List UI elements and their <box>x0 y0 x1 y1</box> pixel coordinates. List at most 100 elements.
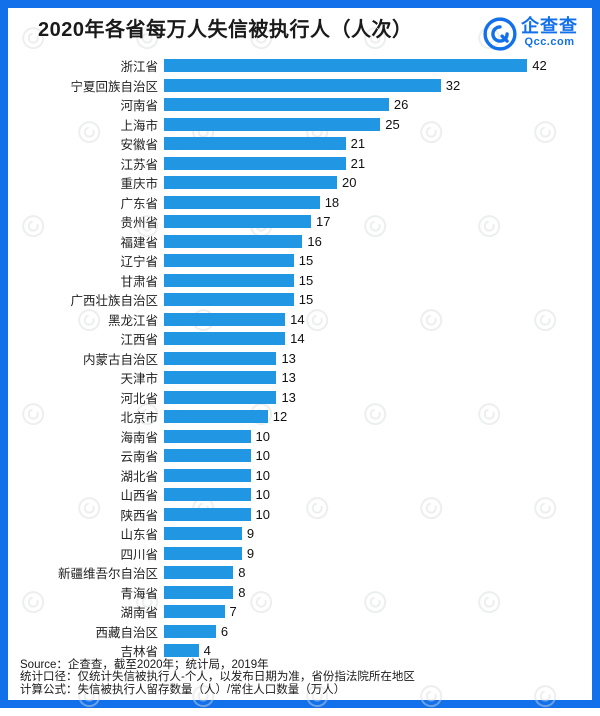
chart-row: 西藏自治区 6 <box>8 622 592 642</box>
value-label: 13 <box>281 370 296 386</box>
bar <box>164 507 251 521</box>
bar <box>164 488 251 502</box>
value-label: 10 <box>255 448 270 464</box>
bar <box>164 605 225 619</box>
value-label: 10 <box>255 487 270 503</box>
bar <box>164 293 294 307</box>
value-label: 15 <box>298 272 314 288</box>
value-label: 12 <box>272 409 288 425</box>
value-label: 25 <box>385 116 400 132</box>
chart-row: 北京市 12 <box>8 407 592 427</box>
value-label: 7 <box>229 604 237 620</box>
bar <box>164 254 294 268</box>
value-label: 14 <box>290 311 305 327</box>
category-label: 河南省 <box>120 99 158 114</box>
chart-row: 海南省 10 <box>8 427 592 447</box>
category-label: 贵州省 <box>120 216 158 231</box>
chart-row: 福建省 16 <box>8 232 592 252</box>
value-label: 9 <box>246 526 255 542</box>
value-label: 10 <box>255 428 270 444</box>
value-label: 6 <box>220 623 229 639</box>
value-label: 16 <box>307 233 322 249</box>
page-title: 2020年各省每万人失信被执行人（人次） <box>38 19 413 41</box>
category-label: 辽宁省 <box>120 255 158 270</box>
value-label: 13 <box>281 350 296 366</box>
chart-row: 山东省 9 <box>8 524 592 544</box>
bar <box>164 59 528 73</box>
bar <box>164 156 346 170</box>
value-label: 18 <box>324 194 340 210</box>
chart-row: 山西省 10 <box>8 485 592 505</box>
value-label: 10 <box>255 467 270 483</box>
category-label: 广西壮族自治区 <box>70 294 158 309</box>
chart-row: 贵州省 17 <box>8 212 592 232</box>
bar <box>164 644 199 658</box>
bar <box>164 234 303 248</box>
category-label: 广东省 <box>120 196 158 211</box>
category-label: 四川省 <box>120 547 158 562</box>
chart-row: 广西壮族自治区 15 <box>8 290 592 310</box>
chart-row: 黑龙江省 14 <box>8 310 592 330</box>
chart-row: 广东省 18 <box>8 193 592 213</box>
value-label: 17 <box>316 214 331 230</box>
bar <box>164 98 389 112</box>
bar <box>164 624 216 638</box>
category-label: 山东省 <box>120 528 158 543</box>
category-label: 吉林省 <box>120 645 158 660</box>
value-label: 9 <box>246 545 255 561</box>
logo-domain: Qcc.com <box>524 36 575 48</box>
chart-row: 云南省 10 <box>8 446 592 466</box>
chart-row: 陕西省 10 <box>8 505 592 525</box>
category-label: 江西省 <box>120 333 158 348</box>
bar-chart: 浙江省 42 宁夏回族自治区 32 河南省 26 上海市 25 安徽省 21 江苏省 21 重庆市 20 广… <box>8 54 592 661</box>
bar <box>164 429 251 443</box>
bar <box>164 78 441 92</box>
bar <box>164 176 337 190</box>
category-label: 北京市 <box>120 411 158 426</box>
value-label: 21 <box>350 136 366 152</box>
chart-row: 青海省 8 <box>8 583 592 603</box>
bar <box>164 371 277 385</box>
value-label: 10 <box>255 506 270 522</box>
chart-row: 上海市 25 <box>8 115 592 135</box>
formula-line: 计算公式：失信被执行人留存数量（人）/常住人口数量（万人） <box>20 683 346 696</box>
bar <box>164 137 346 151</box>
logo-name: 企查查 <box>521 16 578 36</box>
qcc-logo-icon <box>483 17 517 56</box>
chart-row: 河南省 26 <box>8 95 592 115</box>
bar <box>164 117 381 131</box>
chart-row: 河北省 13 <box>8 388 592 408</box>
category-label: 陕西省 <box>120 508 158 523</box>
chart-row: 安徽省 21 <box>8 134 592 154</box>
category-label: 青海省 <box>120 586 158 601</box>
category-label: 甘肃省 <box>120 274 158 289</box>
chart-row: 江西省 14 <box>8 329 592 349</box>
chart-row: 四川省 9 <box>8 544 592 564</box>
chart-row: 江苏省 21 <box>8 154 592 174</box>
chart-row: 湖北省 10 <box>8 466 592 486</box>
bar <box>164 273 294 287</box>
chart-row: 天津市 13 <box>8 368 592 388</box>
bar <box>164 546 242 560</box>
source-line: Source：企查查，截至2020年；统计局，2019年 <box>20 658 269 671</box>
bar <box>164 215 312 229</box>
caliber-line: 统计口径：仅统计失信被执行人-个人，以发布日期为准，省份指法院所在地区 <box>20 671 415 683</box>
chart-row: 湖南省 7 <box>8 602 592 622</box>
bar <box>164 527 242 541</box>
logo-text: 企查查 Qcc.com <box>521 16 578 49</box>
category-label: 天津市 <box>120 372 158 387</box>
category-label: 湖南省 <box>120 606 158 621</box>
bar <box>164 312 286 326</box>
bar <box>164 332 286 346</box>
category-label: 福建省 <box>120 235 158 250</box>
value-label: 13 <box>281 389 296 405</box>
category-label: 重庆市 <box>120 177 158 192</box>
chart-row: 新疆维吾尔自治区 8 <box>8 563 592 583</box>
bar <box>164 195 320 209</box>
category-label: 山西省 <box>120 489 158 504</box>
bar <box>164 566 234 580</box>
category-label: 新疆维吾尔自治区 <box>57 567 158 582</box>
category-label: 河北省 <box>120 391 158 406</box>
category-label: 内蒙古自治区 <box>82 352 158 367</box>
bar <box>164 468 251 482</box>
